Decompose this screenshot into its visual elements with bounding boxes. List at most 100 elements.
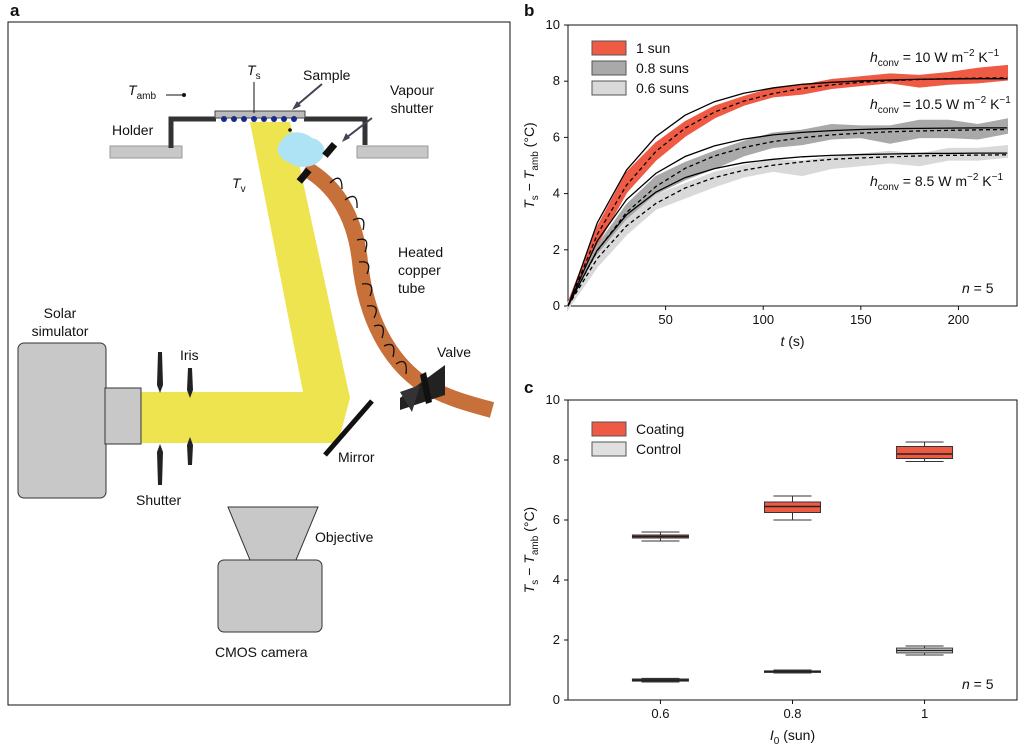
text-segment: T <box>521 554 537 564</box>
text-segment: − <box>521 564 537 580</box>
pointer <box>288 128 292 132</box>
legend-label: 0.6 suns <box>636 80 689 96</box>
text-segment: −1 <box>992 172 1004 183</box>
text-segment: n <box>962 280 970 296</box>
diagram-label: Mirror <box>338 449 375 465</box>
valve <box>400 385 420 412</box>
legend-label: Control <box>636 441 681 457</box>
text-segment: amb <box>530 535 541 555</box>
diagram-label: shutter <box>391 100 434 116</box>
diagram-label: Tamb <box>128 82 156 102</box>
panel-letter: a <box>10 1 20 20</box>
vapour-shutter <box>322 141 338 158</box>
legend-swatch <box>591 60 627 76</box>
text-segment: h <box>870 49 878 65</box>
diagram-label: Ts <box>247 62 261 82</box>
band <box>567 145 1008 312</box>
diagram-label: Objective <box>315 529 374 545</box>
text-segment: −1 <box>988 48 1000 59</box>
text-segment: −1 <box>999 95 1011 106</box>
legend-swatch <box>591 80 627 96</box>
pointer <box>342 133 350 142</box>
light-beam <box>140 122 350 443</box>
holder <box>304 116 368 145</box>
legend-label: 1 sun <box>636 40 670 56</box>
diagram-label: Solar <box>44 305 77 321</box>
diagram-label: CMOS camera <box>215 644 308 660</box>
x-tick-label: 50 <box>658 312 672 327</box>
legend-label: 0.8 suns <box>636 60 689 76</box>
text-segment: h <box>870 173 878 189</box>
holder-pad <box>356 145 429 159</box>
y-tick-label: 2 <box>553 242 560 257</box>
y-tick-label: 8 <box>553 73 560 88</box>
y-axis-label: Ts − Tamb (°C) <box>521 122 541 208</box>
annotation: n = 5 <box>962 280 994 296</box>
text-segment: 0 <box>774 736 780 747</box>
text-segment: n <box>962 676 970 692</box>
diagram <box>7 21 511 706</box>
text-segment: T <box>247 62 257 78</box>
text-segment: conv <box>878 58 899 69</box>
holder <box>168 116 216 148</box>
text-segment: (°C) <box>521 507 537 536</box>
text-segment: t <box>780 333 785 349</box>
x-tick-label: 100 <box>752 312 774 327</box>
panel-letter: b <box>524 1 534 20</box>
annotation: n = 5 <box>962 676 994 692</box>
text-segment: T <box>521 583 537 593</box>
text-segment: h <box>870 96 878 112</box>
text-segment: (s) <box>784 333 804 349</box>
panel-letter: c <box>524 378 533 397</box>
legend-label: Coating <box>636 421 684 437</box>
diagram-label: Heated <box>398 244 443 260</box>
text-segment: = 10 W m <box>899 49 963 65</box>
text-segment: − <box>521 179 537 195</box>
legend-swatch <box>591 40 627 56</box>
text-segment: I <box>770 727 774 743</box>
text-segment: = 10.5 W m <box>899 96 975 112</box>
diagram-label: Vapour <box>390 82 434 98</box>
text-segment: s <box>530 195 541 200</box>
diagram-label: simulator <box>32 323 89 339</box>
diagram-label: copper <box>398 262 441 278</box>
text-segment: (°C) <box>521 122 537 151</box>
text-segment: s <box>256 71 261 82</box>
y-axis-label: Ts − Tamb (°C) <box>521 507 541 593</box>
heating-coil <box>329 177 407 375</box>
text-segment: s <box>530 580 541 585</box>
text-segment: v <box>241 184 246 195</box>
x-tick-label: 1 <box>921 706 928 721</box>
diagram-label: Holder <box>112 122 154 138</box>
text-segment: K <box>986 96 1000 112</box>
legend-swatch <box>591 421 627 437</box>
y-tick-label: 6 <box>553 129 560 144</box>
text-segment: −2 <box>967 172 979 183</box>
annotation: hconv = 8.5 W m−2 K−1 <box>870 172 1003 193</box>
x-tick-label: 200 <box>948 312 970 327</box>
pointer <box>295 83 323 107</box>
band <box>567 64 1008 310</box>
y-tick-label: 0 <box>553 692 560 707</box>
diagram-label: Valve <box>437 344 471 360</box>
diagram-label: Sample <box>303 67 351 83</box>
vapour-shutter <box>296 167 312 184</box>
droplets <box>221 116 297 122</box>
y-tick-label: 10 <box>546 17 560 32</box>
holder-pad <box>109 145 183 159</box>
text-segment: (sun) <box>779 727 815 743</box>
valve <box>420 372 432 404</box>
text-segment: T <box>521 199 537 209</box>
text-segment: = 5 <box>970 676 994 692</box>
text-segment: conv <box>878 105 899 116</box>
diagram-label: Iris <box>180 347 199 363</box>
solar-simulator <box>17 342 107 499</box>
fit-line <box>567 152 1008 307</box>
x-tick-label: 0.8 <box>783 706 801 721</box>
text-segment: −2 <box>963 48 975 59</box>
pointer <box>292 101 301 110</box>
vapour <box>277 132 325 167</box>
iris-shutter <box>157 352 193 485</box>
solar-simulator-neck <box>104 387 142 445</box>
